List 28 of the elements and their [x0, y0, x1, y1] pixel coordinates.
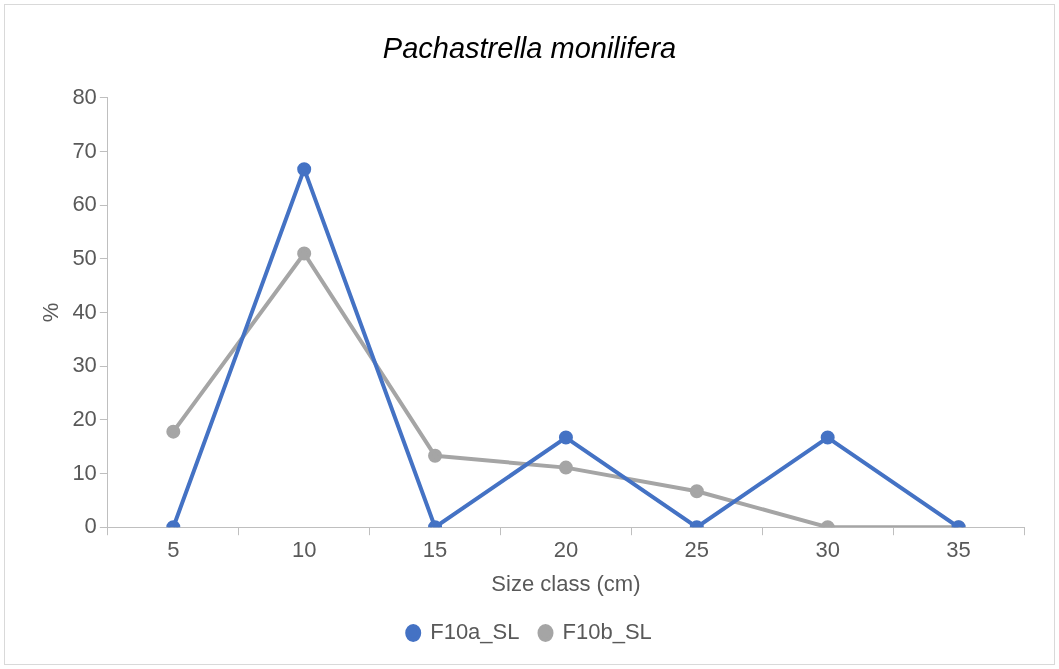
- x-tick-label: 15: [422, 537, 448, 563]
- y-tick-label: 20: [72, 405, 97, 431]
- point: [166, 424, 181, 439]
- legend-label: F10a_SL: [430, 619, 520, 645]
- x-tick-label: 30: [815, 537, 840, 563]
- point: [297, 162, 312, 177]
- x-tick-label: 5: [167, 537, 180, 563]
- y-tick-label: 80: [72, 83, 97, 109]
- y-tick-label: 0: [84, 513, 97, 539]
- y-tick-label: 10: [72, 459, 97, 485]
- point: [558, 460, 573, 475]
- point: [428, 448, 443, 463]
- point: [820, 430, 835, 445]
- y-tick-label: 60: [72, 191, 97, 217]
- x-tick-label: 35: [946, 537, 971, 563]
- x-axis-title: Size class (cm): [491, 570, 641, 596]
- y-tick-label: 40: [72, 298, 97, 324]
- y-tick-label: 70: [72, 137, 97, 163]
- x-tick-label: 20: [553, 537, 579, 563]
- y-tick-label: 30: [72, 352, 97, 378]
- legend-label: F10b_SL: [562, 619, 652, 645]
- point: [558, 430, 573, 445]
- y-axis-title: %: [38, 302, 64, 323]
- x-tick-label: 25: [684, 537, 710, 563]
- chart-title: Pachastrella monilifera: [382, 32, 677, 65]
- y-tick-label: 50: [72, 244, 97, 270]
- point: [297, 246, 312, 261]
- x-tick-label: 10: [291, 537, 317, 563]
